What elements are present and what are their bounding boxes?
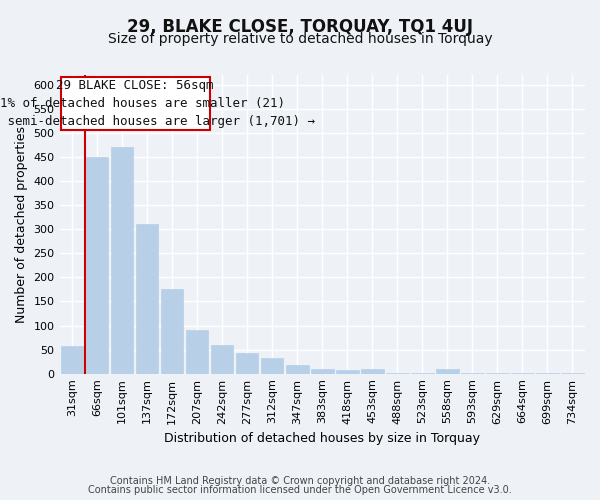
Bar xyxy=(136,224,158,374)
Bar xyxy=(461,372,484,374)
Bar xyxy=(236,353,259,374)
Bar xyxy=(511,372,534,374)
Text: 29 BLAKE CLOSE: 56sqm
← 1% of detached houses are smaller (21)
99% of semi-detac: 29 BLAKE CLOSE: 56sqm ← 1% of detached h… xyxy=(0,80,315,128)
FancyBboxPatch shape xyxy=(61,78,209,130)
Y-axis label: Number of detached properties: Number of detached properties xyxy=(15,126,28,323)
Text: Contains HM Land Registry data © Crown copyright and database right 2024.: Contains HM Land Registry data © Crown c… xyxy=(110,476,490,486)
Bar xyxy=(311,369,334,374)
Bar xyxy=(486,372,509,374)
Bar xyxy=(186,330,208,374)
Bar xyxy=(286,366,308,374)
Text: Contains public sector information licensed under the Open Government Licence v3: Contains public sector information licen… xyxy=(88,485,512,495)
Bar xyxy=(336,370,359,374)
Bar xyxy=(211,345,233,374)
Bar xyxy=(386,372,409,374)
Bar xyxy=(261,358,283,374)
Text: 29, BLAKE CLOSE, TORQUAY, TQ1 4UJ: 29, BLAKE CLOSE, TORQUAY, TQ1 4UJ xyxy=(127,18,473,36)
X-axis label: Distribution of detached houses by size in Torquay: Distribution of detached houses by size … xyxy=(164,432,480,445)
Bar xyxy=(361,369,383,374)
Bar xyxy=(411,372,434,374)
Bar xyxy=(61,346,83,374)
Bar xyxy=(161,290,184,374)
Bar xyxy=(561,372,584,374)
Bar xyxy=(111,148,133,374)
Bar xyxy=(86,157,109,374)
Bar xyxy=(436,369,458,374)
Text: Size of property relative to detached houses in Torquay: Size of property relative to detached ho… xyxy=(107,32,493,46)
